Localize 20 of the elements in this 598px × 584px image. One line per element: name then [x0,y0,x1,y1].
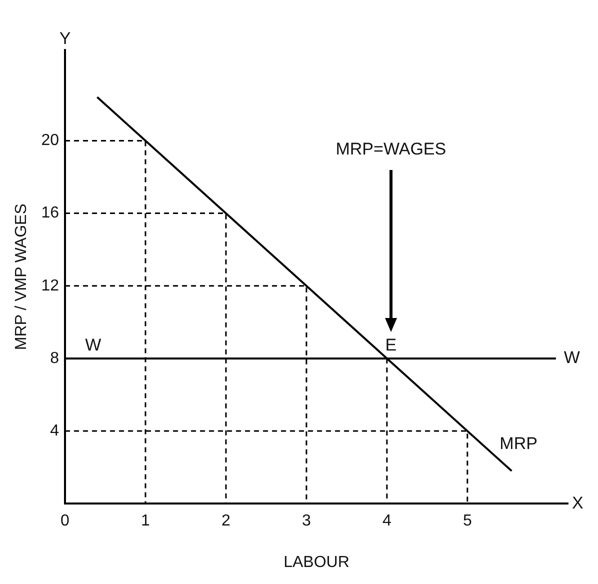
x-axis-title: LABOUR [284,554,350,571]
x-tick-label: 4 [382,512,392,530]
series-label: MRP [500,434,538,454]
y-tick-label: 12 [41,277,60,294]
series-label: W [564,348,580,368]
annotation: W [85,336,102,355]
annotation: MRP=WAGES [336,140,446,159]
y-tick-label: 8 [50,350,60,367]
text: Y [59,29,71,48]
y-axis-title: MRP / VMP WAGES [13,204,30,350]
x-tick-label: 0 [60,512,70,530]
x-tick-label: 5 [462,512,472,530]
y-tick-label: 16 [41,204,60,222]
x-tick-label: 1 [141,512,150,530]
x-tick-label: 2 [222,512,231,530]
annotation: E [385,336,397,355]
text: X [572,493,584,512]
y-tick-label: 20 [41,132,60,150]
x-tick-label: 3 [302,512,311,530]
y-tick-label: 4 [50,422,60,440]
